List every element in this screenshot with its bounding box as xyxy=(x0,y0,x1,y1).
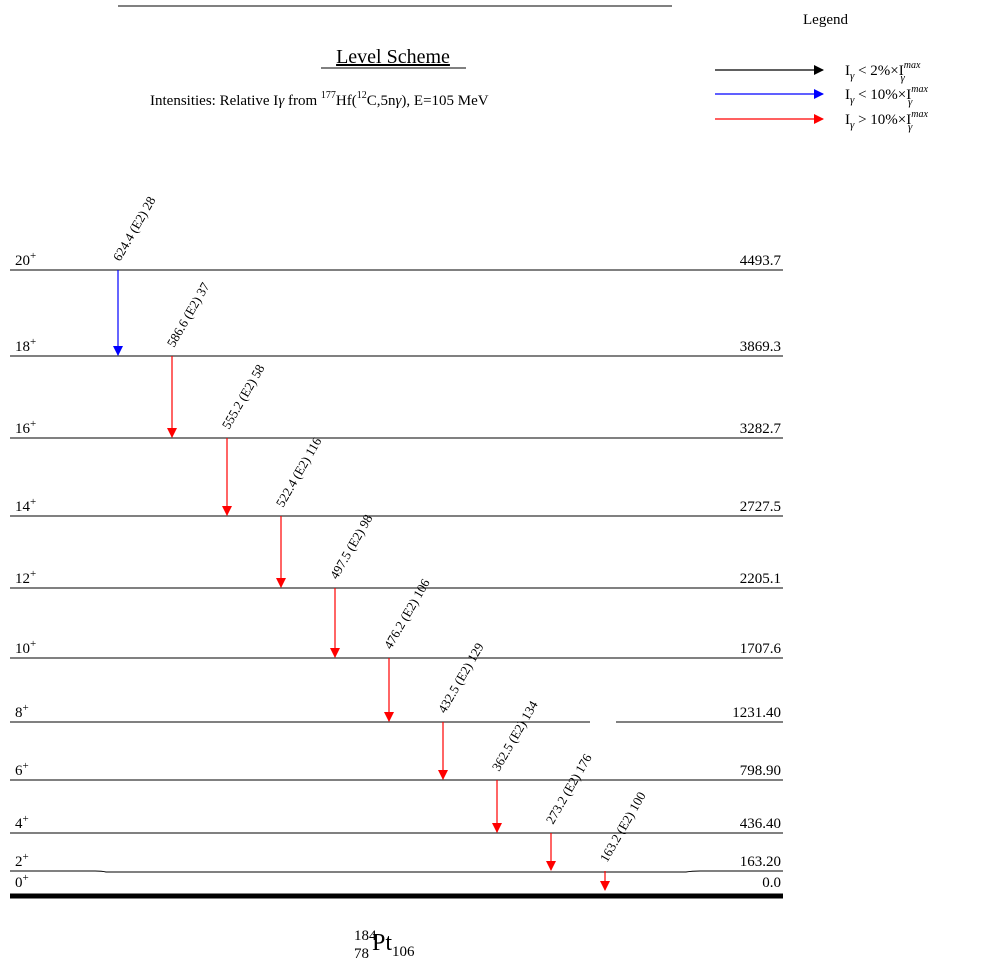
transition-label: 497.5 (E2) 98 xyxy=(327,512,376,582)
transition-label: 362.5 (E2) 134 xyxy=(489,698,541,774)
level-spin-label: 8+ xyxy=(15,702,29,721)
energy-level: 4+ 436.40 xyxy=(10,813,783,834)
legend-title: Legend xyxy=(803,12,848,28)
legend-label: Iγ < 10%×Imax γ xyxy=(845,84,928,108)
nucleus-label: 184 78 Pt106 xyxy=(354,928,415,962)
energy-level: 2+ 163.20 xyxy=(10,851,783,873)
level-energy-label: 3282.7 xyxy=(740,421,782,437)
energy-level: 20+ 4493.7 xyxy=(10,250,783,271)
transition-label: 432.5 (E2) 129 xyxy=(435,640,487,715)
level-energy-label: 2205.1 xyxy=(740,571,781,587)
level-spin-label: 18+ xyxy=(15,336,36,355)
gamma-transition: 362.5 (E2) 134 xyxy=(489,698,541,833)
level-spin-label: 14+ xyxy=(15,496,36,515)
legend-label: Iγ < 2%×Imax γ xyxy=(845,60,921,84)
level-spin-label: 20+ xyxy=(15,250,36,269)
level-spin-label: 16+ xyxy=(15,418,36,437)
level-energy-label: 436.40 xyxy=(740,816,781,832)
gamma-transition: 476.2 (E2) 106 xyxy=(381,576,433,722)
legend-entry: Iγ > 10%×Imax γ xyxy=(715,109,928,133)
level-energy-label: 1231.40 xyxy=(732,705,781,721)
level-spin-label: 6+ xyxy=(15,760,29,779)
transition-label: 586.6 (E2) 37 xyxy=(164,279,213,349)
legend-entry: Iγ < 2%×Imax γ xyxy=(715,60,921,84)
transition-label: 624.4 (E2) 28 xyxy=(110,194,159,264)
gamma-transition: 273.2 (E2) 176 xyxy=(543,751,595,871)
energy-level: 0+ 0.0 xyxy=(10,872,783,899)
energy-level: 8+ 1231.40 xyxy=(10,702,783,723)
gamma-transition: 624.4 (E2) 28 xyxy=(110,194,159,356)
legend-label: Iγ > 10%×Imax γ xyxy=(845,109,928,133)
levels: 20+ 4493.7 18+ 3869.3 16+ 3282.7 14+ 2727.5 12+ 2… xyxy=(10,250,783,899)
level-line xyxy=(10,870,783,873)
level-spin-label: 10+ xyxy=(15,638,36,657)
level-energy-label: 3869.3 xyxy=(740,339,781,355)
transition-label: 273.2 (E2) 176 xyxy=(543,751,595,827)
transition-label: 476.2 (E2) 106 xyxy=(381,576,433,652)
level-energy-label: 4493.7 xyxy=(740,253,782,269)
level-spin-label: 12+ xyxy=(15,568,36,587)
legend-entry: Iγ < 10%×Imax γ xyxy=(715,84,928,108)
intensity-subtitle: Intensities: Relative Iγ from 177Hf(12C,… xyxy=(150,90,489,109)
legend: Legend Iγ < 2%×Imax γIγ < 10%×Imax γIγ > 1… xyxy=(715,12,928,133)
gamma-transition: 432.5 (E2) 129 xyxy=(435,640,487,780)
energy-level: 10+ 1707.6 xyxy=(10,638,783,659)
gamma-transition: 586.6 (E2) 37 xyxy=(164,279,213,438)
level-spin-label: 4+ xyxy=(15,813,29,832)
gamma-transition: 497.5 (E2) 98 xyxy=(327,512,376,658)
transition-label: 555.2 (E2) 58 xyxy=(219,362,268,432)
transition-label: 522.4 (E2) 116 xyxy=(273,434,325,509)
gamma-transition: 163.2 (E2) 100 xyxy=(597,789,649,891)
level-spin-label: 2+ xyxy=(15,851,29,870)
transition-label: 163.2 (E2) 100 xyxy=(597,789,649,864)
level-spin-label: 0+ xyxy=(15,872,29,891)
energy-level: 12+ 2205.1 xyxy=(10,568,783,589)
level-energy-label: 798.90 xyxy=(740,763,781,779)
level-energy-label: 163.20 xyxy=(740,854,781,870)
level-energy-label: 2727.5 xyxy=(740,499,781,515)
energy-level: 6+ 798.90 xyxy=(10,760,783,781)
level-energy-label: 1707.6 xyxy=(740,641,782,657)
energy-level: 18+ 3869.3 xyxy=(10,336,783,357)
level-energy-label: 0.0 xyxy=(762,875,781,891)
energy-level: 16+ 3282.7 xyxy=(10,418,783,439)
energy-level: 14+ 2727.5 xyxy=(10,496,783,517)
page-title: Level Scheme xyxy=(336,46,450,68)
gamma-transition: 522.4 (E2) 116 xyxy=(273,434,325,588)
